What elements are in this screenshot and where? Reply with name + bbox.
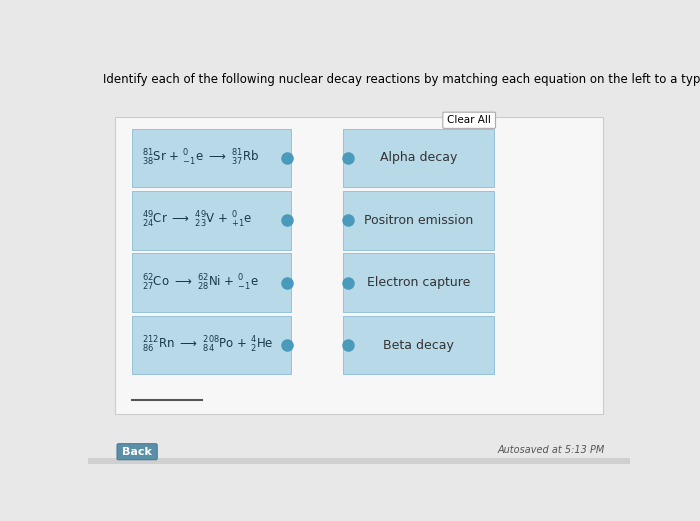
Bar xyxy=(88,457,630,464)
Text: Alpha decay: Alpha decay xyxy=(380,152,458,165)
Text: $^{81}_{38}$Sr + $^{0}_{-1}$e $\longrightarrow$ $^{81}_{37}$Rb: $^{81}_{38}$Sr + $^{0}_{-1}$e $\longrigh… xyxy=(141,148,259,168)
Bar xyxy=(115,117,603,414)
Bar xyxy=(343,254,494,312)
Text: Positron emission: Positron emission xyxy=(364,214,473,227)
FancyBboxPatch shape xyxy=(443,112,496,128)
Text: $^{212}_{86}$Rn $\longrightarrow$ $^{208}_{84}$Po + $^{4}_{2}$He: $^{212}_{86}$Rn $\longrightarrow$ $^{208… xyxy=(141,335,273,355)
Text: Clear All: Clear All xyxy=(447,115,491,125)
Text: Back: Back xyxy=(122,446,152,457)
Text: Electron capture: Electron capture xyxy=(367,276,470,289)
Text: $^{49}_{24}$Cr $\longrightarrow$ $^{49}_{23}$V + $^{0}_{+1}$e: $^{49}_{24}$Cr $\longrightarrow$ $^{49}_… xyxy=(141,210,252,230)
Bar xyxy=(132,129,291,187)
Bar xyxy=(343,191,494,250)
Bar xyxy=(343,316,494,375)
Text: Autosaved at 5:13 PM: Autosaved at 5:13 PM xyxy=(498,445,606,455)
Bar xyxy=(132,191,291,250)
Text: Beta decay: Beta decay xyxy=(384,339,454,352)
Bar xyxy=(132,254,291,312)
FancyBboxPatch shape xyxy=(117,444,158,460)
Text: $^{62}_{27}$Co $\longrightarrow$ $^{62}_{28}$Ni + $^{0}_{-1}$e: $^{62}_{27}$Co $\longrightarrow$ $^{62}_… xyxy=(141,272,258,293)
Bar xyxy=(343,129,494,187)
Bar xyxy=(132,316,291,375)
Text: Identify each of the following nuclear decay reactions by matching each equation: Identify each of the following nuclear d… xyxy=(103,73,700,86)
